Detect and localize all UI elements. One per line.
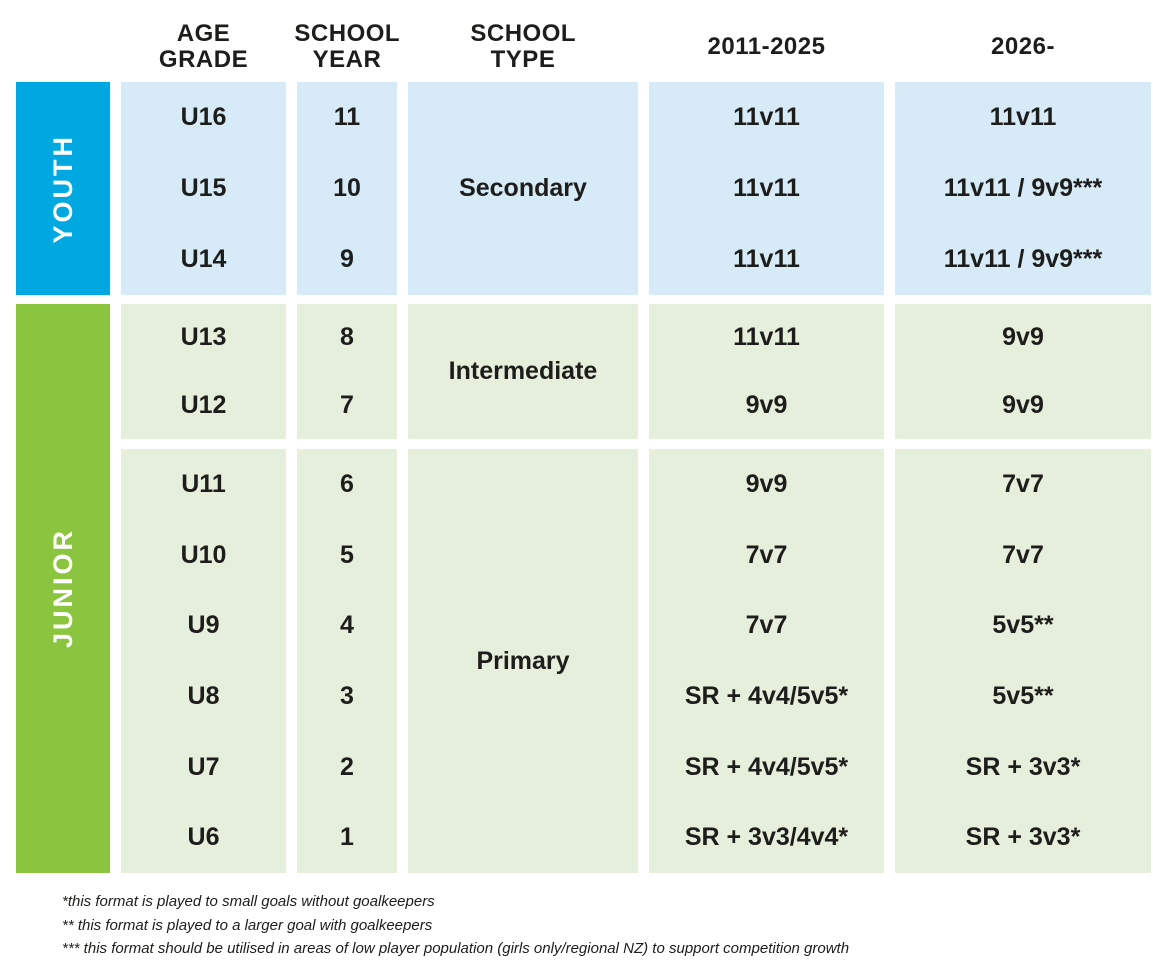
format-2011-value: 7v7: [745, 611, 788, 640]
column-header-school-year: SCHOOL YEAR: [294, 0, 401, 82]
school-year-value: 5: [340, 540, 354, 569]
format-2026-value: 9v9: [1002, 323, 1044, 352]
age-grade-value: U7: [187, 752, 220, 781]
school-year-value: 4: [340, 611, 354, 640]
format-2011-value: 9v9: [745, 469, 788, 498]
school-type-label: Primary: [476, 646, 570, 675]
footnote-triple-asterisk: *** this format should be utilised in ar…: [62, 940, 850, 957]
age-grade-value: U11: [181, 469, 226, 498]
school-year-value: 6: [340, 469, 354, 498]
school-year-value: 7: [340, 390, 354, 419]
intermediate-age-grade-block: U13 U12: [121, 304, 286, 439]
primary-format-2026-block: 7v7 7v7 5v5** 5v5** SR + 3v3* SR + 3v3*: [895, 449, 1151, 873]
school-type-label: Intermediate: [448, 357, 598, 385]
format-2026-value: 5v5**: [992, 611, 1054, 640]
school-year-value: 10: [333, 174, 361, 202]
age-grade-value: U16: [180, 103, 227, 131]
format-2026-value: SR + 3v3*: [965, 823, 1081, 852]
primary-school-year-block: 6 5 4 3 2 1: [297, 449, 397, 873]
school-year-value: 3: [340, 681, 354, 710]
school-type-label: Secondary: [459, 174, 587, 202]
column-header-2011-2025: 2011-2025: [649, 0, 884, 82]
format-2026-value: 9v9: [1002, 390, 1044, 419]
intermediate-format-2011-block: 11v11 9v9: [649, 304, 884, 439]
intermediate-school-year-block: 8 7: [297, 304, 397, 439]
primary-age-grade-block: U11 U10 U9 U8 U7 U6: [121, 449, 286, 873]
format-2026-value: 7v7: [1002, 540, 1044, 569]
footnotes: *this format is played to small goals wi…: [62, 890, 1153, 961]
age-grade-value: U14: [180, 245, 227, 273]
junior-vertical-label: JUNIOR: [47, 528, 78, 649]
school-year-value: 2: [340, 752, 354, 781]
footnote-double-asterisk: ** this format is played to a larger goa…: [62, 916, 433, 934]
intermediate-format-2026-block: 9v9 9v9: [895, 304, 1151, 439]
format-2011-value: 9v9: [745, 390, 788, 419]
youth-age-grade-block: U16 U15 U14: [121, 82, 286, 295]
primary-format-2011-block: 9v9 7v7 7v7 SR + 4v4/5v5* SR + 4v4/5v5* …: [649, 449, 884, 873]
school-year-value: 9: [340, 245, 354, 273]
primary-school-type-cell: Primary: [408, 449, 638, 873]
youth-vertical-label: YOUTH: [47, 133, 78, 244]
age-grade-value: U12: [180, 390, 227, 419]
format-2026-value: 11v11 / 9v9***: [943, 245, 1103, 273]
youth-school-type-cell: Secondary: [408, 82, 638, 295]
youth-format-2026-block: 11v11 11v11 / 9v9*** 11v11 / 9v9***: [895, 82, 1151, 295]
age-grade-value: U9: [187, 611, 220, 640]
age-grade-value: U10: [180, 540, 227, 569]
format-2026-value: 5v5**: [992, 681, 1054, 710]
group-sidebar-junior: JUNIOR: [16, 304, 110, 873]
format-2011-value: SR + 4v4/5v5*: [684, 752, 849, 781]
column-header-school-type: SCHOOL TYPE: [408, 0, 638, 82]
age-grade-value: U8: [187, 681, 220, 710]
format-2026-value: 11v11: [989, 103, 1057, 131]
footnote-single-asterisk: *this format is played to small goals wi…: [62, 893, 435, 910]
format-2026-value: 11v11 / 9v9***: [943, 174, 1103, 202]
age-grade-value: U15: [180, 174, 227, 202]
format-table: AGE GRADE SCHOOL YEAR SCHOOL TYPE 2011-2…: [16, 0, 1153, 873]
format-2026-value: SR + 3v3*: [965, 752, 1081, 781]
format-2026-value: 7v7: [1002, 469, 1044, 498]
column-header-text: SCHOOL TYPE: [470, 19, 577, 73]
format-2011-value: 11v11: [733, 174, 800, 202]
column-header-text: AGE GRADE: [158, 19, 249, 73]
age-grade-value: U6: [187, 823, 220, 852]
column-header-text: 2011-2025: [707, 32, 826, 60]
group-sidebar-youth: YOUTH: [16, 82, 110, 295]
youth-school-year-block: 11 10 9: [297, 82, 397, 295]
format-2011-value: SR + 3v3/4v4*: [684, 823, 849, 852]
school-year-value: 1: [340, 823, 354, 852]
column-header-age-grade: AGE GRADE: [121, 0, 286, 82]
format-2011-value: 7v7: [745, 540, 788, 569]
school-year-value: 11: [333, 103, 361, 131]
intermediate-school-type-cell: Intermediate: [408, 304, 638, 439]
format-2011-value: 11v11: [733, 245, 800, 273]
age-grade-value: U13: [180, 323, 227, 352]
format-2011-value: 11v11: [733, 323, 800, 352]
school-year-value: 8: [340, 323, 354, 352]
column-header-2026: 2026-: [895, 0, 1151, 82]
youth-format-2011-block: 11v11 11v11 11v11: [649, 82, 884, 295]
column-header-text: 2026-: [991, 32, 1055, 60]
format-2011-value: SR + 4v4/5v5*: [684, 681, 849, 710]
format-2011-value: 11v11: [733, 103, 800, 131]
column-header-text: SCHOOL YEAR: [294, 19, 401, 73]
